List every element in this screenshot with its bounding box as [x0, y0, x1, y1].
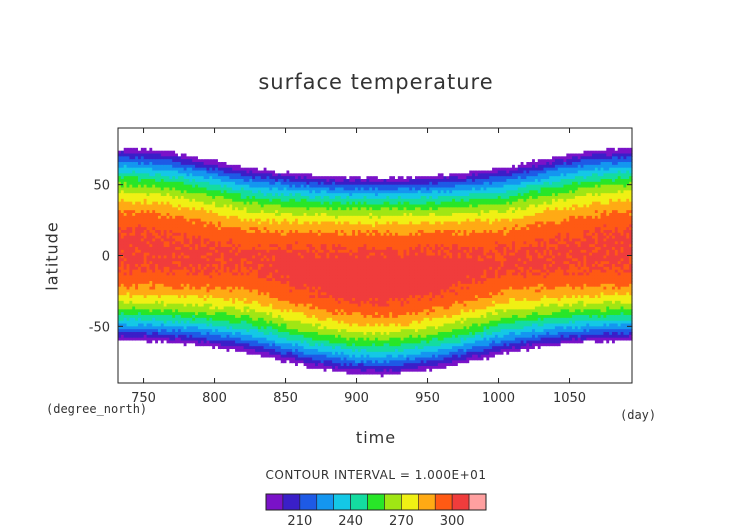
plot-area [118, 128, 633, 384]
